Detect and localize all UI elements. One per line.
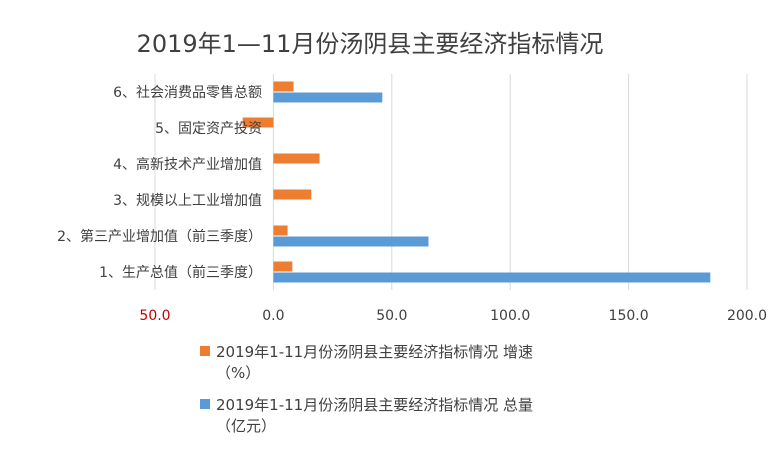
category-labels: 1、生产总值（前三季度） 2、第三产业增加值（前三季度） 3、规模以上工业增加值 4、… bbox=[57, 85, 262, 281]
bar-series1-cat4 bbox=[273, 153, 320, 164]
category-label-2: 2、第三产业增加值（前三季度） bbox=[57, 228, 262, 245]
x-tick-label-4: 150.0 bbox=[609, 308, 649, 324]
category-label-3: 3、规模以上工业增加值 bbox=[113, 193, 262, 209]
x-tick-label-0: 50.0 bbox=[139, 308, 170, 324]
x-tick-label-1: 0.0 bbox=[262, 308, 284, 324]
bar-series2-cat1 bbox=[273, 272, 711, 283]
legend-label-1: 2019年1-11月份汤阴县主要经济指标情况 增速（%） bbox=[216, 343, 533, 382]
category-label-1: 1、生产总值（前三季度） bbox=[99, 264, 262, 281]
chart-title: 2019年1—11月份汤阴县主要经济指标情况 bbox=[137, 30, 604, 58]
bar-series1-cat6 bbox=[273, 81, 294, 92]
x-tick-label-5: 200.0 bbox=[727, 308, 767, 324]
gridlines bbox=[154, 74, 748, 290]
category-label-6: 6、社会消费品零售总额 bbox=[113, 85, 262, 101]
x-tick-label-2: 50.0 bbox=[376, 308, 407, 324]
bar-series2-cat6 bbox=[273, 92, 383, 103]
legend-swatch-1 bbox=[200, 346, 210, 356]
bar-series1-cat3 bbox=[273, 189, 312, 200]
legend-swatch-2 bbox=[200, 399, 210, 409]
legend-label-2: 2019年1-11月份汤阴县主要经济指标情况 总量（亿元） bbox=[216, 396, 533, 435]
x-tick-label-3: 100.0 bbox=[490, 308, 530, 324]
bar-series1-cat5 bbox=[242, 117, 274, 128]
category-label-5: 5、固定资产投资 bbox=[155, 121, 262, 137]
bar-series1-cat1 bbox=[273, 261, 293, 272]
bar-series1-cat2 bbox=[273, 225, 288, 236]
category-label-4: 4、高新技术产业增加值 bbox=[113, 156, 262, 173]
legend: 2019年1-11月份汤阴县主要经济指标情况 增速（%） 2019年1-11月份汤… bbox=[200, 343, 533, 435]
bars bbox=[242, 81, 711, 283]
bar-series2-cat2 bbox=[273, 236, 429, 247]
x-axis-tick-labels: 50.0 0.0 50.0 100.0 150.0 200.0 bbox=[139, 308, 767, 324]
